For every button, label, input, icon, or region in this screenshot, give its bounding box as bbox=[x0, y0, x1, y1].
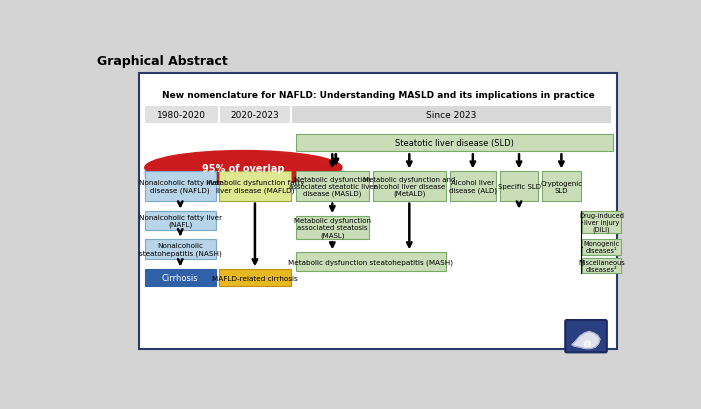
Text: Since 2023: Since 2023 bbox=[426, 111, 477, 119]
Text: 95% of overlap: 95% of overlap bbox=[202, 163, 285, 173]
FancyBboxPatch shape bbox=[291, 107, 611, 124]
FancyBboxPatch shape bbox=[582, 212, 620, 234]
Text: Metabolic dysfunction fatty
liver disease (MAFLD): Metabolic dysfunction fatty liver diseas… bbox=[205, 180, 304, 193]
Text: Nonalcoholic fatty liver
(NAFL): Nonalcoholic fatty liver (NAFL) bbox=[139, 214, 222, 228]
Ellipse shape bbox=[143, 152, 336, 195]
Text: 2020-2023: 2020-2023 bbox=[231, 111, 279, 119]
Text: Metabolic dysfunction
associated steatosis
(MASL): Metabolic dysfunction associated steatos… bbox=[294, 218, 371, 238]
FancyBboxPatch shape bbox=[219, 270, 291, 286]
Text: Metabolic dysfunction and
alcohol liver disease
(MetALD): Metabolic dysfunction and alcohol liver … bbox=[363, 176, 456, 197]
Text: Specific SLD: Specific SLD bbox=[498, 184, 540, 189]
Text: MAFLD-related cirrhosis: MAFLD-related cirrhosis bbox=[212, 275, 298, 281]
FancyBboxPatch shape bbox=[450, 172, 496, 201]
Text: New nomenclature for NAFLD: Understanding MASLD and its implications in practice: New nomenclature for NAFLD: Understandin… bbox=[162, 91, 594, 100]
FancyBboxPatch shape bbox=[296, 216, 369, 240]
Polygon shape bbox=[572, 332, 600, 348]
FancyBboxPatch shape bbox=[500, 172, 538, 201]
FancyBboxPatch shape bbox=[145, 212, 216, 230]
FancyBboxPatch shape bbox=[582, 258, 620, 273]
Text: Alcohol liver
disease (ALD): Alcohol liver disease (ALD) bbox=[449, 180, 497, 193]
FancyBboxPatch shape bbox=[296, 172, 369, 201]
FancyBboxPatch shape bbox=[219, 172, 291, 201]
FancyBboxPatch shape bbox=[139, 74, 617, 348]
Text: Miscellaneous
diseases²: Miscellaneous diseases² bbox=[578, 259, 625, 272]
FancyBboxPatch shape bbox=[567, 322, 605, 351]
FancyBboxPatch shape bbox=[373, 172, 446, 201]
FancyBboxPatch shape bbox=[542, 172, 580, 201]
Text: Metabolic dysfunction
associated steatotic liver
disease (MASLD): Metabolic dysfunction associated steatot… bbox=[289, 176, 376, 197]
Text: Metabolic dysfunction steatohepatitis (MASH): Metabolic dysfunction steatohepatitis (M… bbox=[288, 258, 454, 265]
Text: Cryptogenic
SLD: Cryptogenic SLD bbox=[540, 180, 583, 193]
Text: Cirrhosis: Cirrhosis bbox=[162, 274, 198, 283]
FancyBboxPatch shape bbox=[296, 253, 446, 271]
Text: Nonalcoholic
steatohepatitis (NASH): Nonalcoholic steatohepatitis (NASH) bbox=[139, 243, 222, 256]
Circle shape bbox=[585, 341, 591, 347]
Text: Monogenic
diseases¹: Monogenic diseases¹ bbox=[583, 241, 620, 254]
Text: Drug-induced
liver injury
(DILI): Drug-induced liver injury (DILI) bbox=[579, 212, 624, 233]
FancyBboxPatch shape bbox=[145, 270, 216, 286]
Text: Graphical Abstract: Graphical Abstract bbox=[97, 55, 228, 68]
FancyBboxPatch shape bbox=[565, 320, 607, 353]
Ellipse shape bbox=[144, 151, 343, 186]
FancyBboxPatch shape bbox=[145, 172, 216, 201]
Text: Steatotic liver disease (SLD): Steatotic liver disease (SLD) bbox=[395, 139, 514, 148]
FancyBboxPatch shape bbox=[145, 240, 216, 260]
Text: 1980-2020: 1980-2020 bbox=[157, 111, 206, 119]
FancyBboxPatch shape bbox=[582, 240, 620, 255]
FancyBboxPatch shape bbox=[296, 135, 613, 152]
Text: Nonalcoholic fatty liver
disease (NAFLD): Nonalcoholic fatty liver disease (NAFLD) bbox=[139, 180, 222, 193]
FancyBboxPatch shape bbox=[145, 107, 611, 124]
